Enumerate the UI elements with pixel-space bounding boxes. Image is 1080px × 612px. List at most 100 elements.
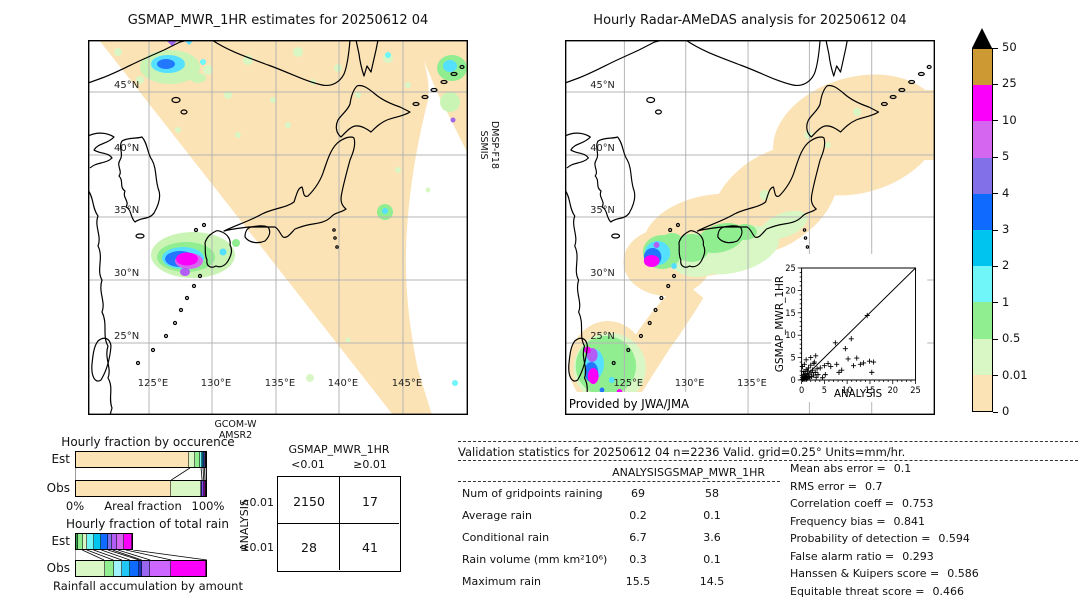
bar-segment <box>150 561 171 576</box>
coastlines <box>565 40 932 415</box>
rain-blob-taiwan <box>573 333 646 403</box>
one-to-one-line <box>801 267 916 381</box>
inset-tick-label: 20 <box>785 285 796 295</box>
contingency-col-label: <0.01 <box>291 458 325 471</box>
total-rain-obs-bar <box>75 560 207 577</box>
connector-line <box>202 468 205 480</box>
scatter-point <box>812 369 818 375</box>
connector-line <box>93 550 122 560</box>
stats-col-header-analysis: ANALYSIS <box>612 466 664 479</box>
sensor-label-line: GCOM-W <box>214 419 257 430</box>
bar-segment <box>139 561 142 576</box>
inset-tick-label: 25 <box>785 263 796 273</box>
connector-line <box>86 550 114 560</box>
bar-segment <box>101 534 108 549</box>
colorbar-tick <box>993 375 998 377</box>
scatter-point <box>810 372 816 378</box>
scatter-point <box>808 362 814 368</box>
colorbar-overflow-triangle <box>972 28 992 48</box>
scatter-point <box>813 374 819 380</box>
stats-col-header-gsmap: GSMAP_MWR_1HR <box>664 466 766 479</box>
bar-segment <box>205 481 206 496</box>
score-label: False alarm ratio = <box>790 549 895 563</box>
scatter-point <box>864 312 870 319</box>
total-rain-est-bar <box>75 533 207 550</box>
stat-value-analysis: 6.7 <box>629 531 647 544</box>
rain-blob-northeast <box>437 55 467 123</box>
colorbar-label: 3 <box>1002 222 1010 236</box>
est-row-label: Est <box>51 534 70 548</box>
scatter-point <box>821 363 827 369</box>
inset-tick-label: 0 <box>790 375 795 385</box>
divider-dashed <box>458 481 780 482</box>
stat-value-analysis: 0.2 <box>629 509 647 522</box>
grid-divider <box>278 523 400 525</box>
scatter-point <box>822 372 828 378</box>
sensor-label-line: DMSP-F18 <box>489 120 500 170</box>
bar-segment <box>203 481 205 496</box>
scatter-point <box>805 365 811 371</box>
bar-segment <box>199 452 202 467</box>
stat-value-gsmap: 3.6 <box>703 531 721 544</box>
scatter-point <box>857 361 863 367</box>
contingency-row-label: ≥0.01 <box>240 541 274 554</box>
occurrence-connector-lines <box>75 468 207 480</box>
score-row: RMS error = 0.7 <box>790 480 882 493</box>
scatter-point <box>854 355 860 361</box>
inset-tick-label: 5 <box>822 385 827 395</box>
scatter-point <box>836 369 842 375</box>
colorbar-segment <box>973 49 992 86</box>
lon-tick-label: 145°E <box>392 378 422 389</box>
score-value: 0.586 <box>947 567 979 580</box>
contingency-cell: 41 <box>362 539 378 555</box>
score-label: Probability of detection = <box>790 532 931 545</box>
inset-tick-label: 25 <box>910 385 921 395</box>
connector-line <box>112 550 142 560</box>
connector-line <box>200 468 203 480</box>
colorbar-label: 0.01 <box>1002 367 1028 382</box>
colorbar-segment <box>973 193 992 230</box>
inset-axes-frame <box>801 267 917 381</box>
rain-speckles <box>114 47 458 386</box>
inset-tick-label: 15 <box>785 308 796 318</box>
inset-xlabel: ANALYSIS <box>834 388 882 400</box>
colorbar-bar <box>972 48 993 412</box>
total-rain-title: Hourly fraction of total rain <box>66 517 229 531</box>
inset-ylabel: GSMAP_MWR_1HR <box>774 276 786 372</box>
divider-dashed <box>458 460 1078 461</box>
contingency-row-label: <0.01 <box>240 496 274 509</box>
occurrence-title: Hourly fraction by occurence <box>61 435 235 449</box>
lat-tick-label: 30°N <box>114 268 139 279</box>
contingency-cell: 17 <box>362 493 378 509</box>
score-label: Equitable threat score = <box>790 584 925 598</box>
scatter-point <box>851 363 857 369</box>
connector-line <box>133 550 207 560</box>
credit-label: Provided by JWA/JMA <box>565 392 717 414</box>
scatter-point <box>808 355 814 361</box>
colorbar-label: 1 <box>1002 294 1010 309</box>
sensor-label-dmsp: DMSP-F18 SSMIS <box>474 100 500 190</box>
stat-value-gsmap: 0.1 <box>703 509 721 522</box>
lat-tick-label: 25°N <box>114 331 139 342</box>
bar-segment <box>202 452 204 467</box>
bar-segment <box>82 534 88 549</box>
lon-tick-label: 140°E <box>328 378 358 389</box>
score-value: 0.753 <box>902 497 934 510</box>
obs-row-label: Obs <box>46 561 70 575</box>
contingency-cell: 28 <box>301 539 317 555</box>
contingency-title: GSMAP_MWR_1HR <box>288 443 390 456</box>
total-rain-connector-lines <box>75 550 207 560</box>
stat-value-analysis: 0.3 <box>629 553 647 566</box>
scatter-point <box>801 361 807 367</box>
colorbar-label: 25 <box>1002 76 1017 91</box>
score-label: Mean abs error = <box>790 462 886 475</box>
connector-line <box>101 550 130 560</box>
lat-tick-label: 45°N <box>114 80 139 91</box>
lat-tick-label: 45°N <box>590 80 615 91</box>
scatter-point <box>811 360 817 367</box>
contingency-cell: 2150 <box>293 493 325 509</box>
bar-segment <box>170 561 206 576</box>
bar-segment <box>113 561 123 576</box>
score-row: Probability of detection = 0.594 <box>790 532 970 545</box>
connector-line <box>203 468 206 480</box>
